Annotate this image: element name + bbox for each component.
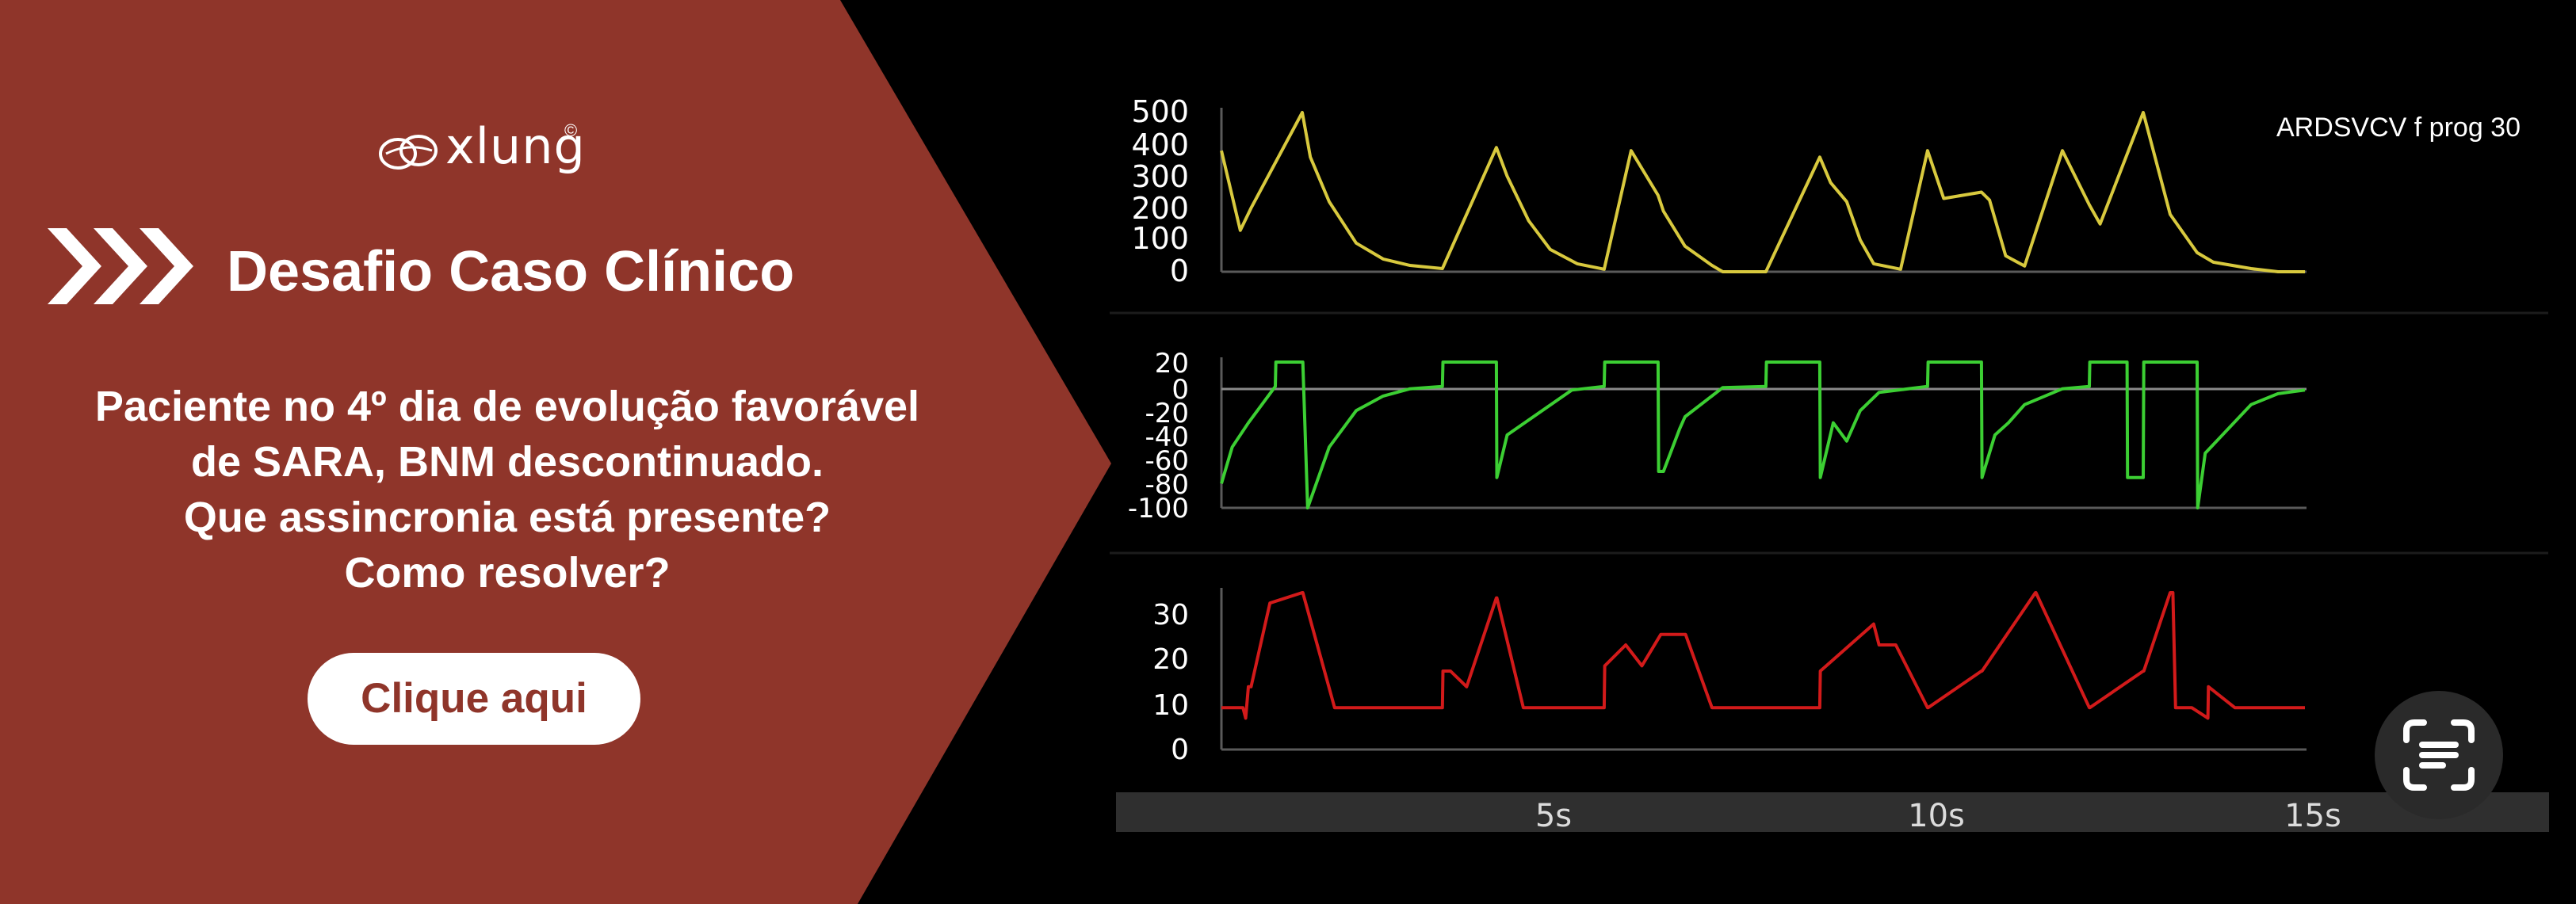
flow-waveform (1220, 360, 2306, 509)
pressure-tick-label: 10 (1152, 689, 1189, 722)
question-line: Que assincronia está presente? (183, 494, 831, 541)
volume-tick-label: 0 (1170, 254, 1189, 288)
pressure-tick-label: 0 (1171, 734, 1189, 766)
text-scan-icon (2403, 719, 2475, 791)
text-scan-button[interactable] (2375, 691, 2503, 819)
volume-tick-label: 100 (1131, 221, 1189, 256)
brand-name: xlung (445, 117, 586, 175)
pressure-waveform (1221, 591, 2305, 720)
flow-tick-label: 0 (1171, 374, 1189, 406)
question-line: de SARA, BNM descontinuado. (190, 438, 824, 486)
volume-tick-label: 300 (1131, 159, 1189, 194)
flow-tick-label: 20 (1155, 348, 1189, 380)
click-here-button[interactable]: Clique aqui (308, 653, 640, 745)
question-line: Como resolver? (344, 549, 671, 597)
copyright-mark: © (564, 120, 578, 140)
ventilator-chart: 5004003002001000200-20-40-60-80-10030201… (1110, 94, 2548, 766)
flow-tick-label: -100 (1128, 493, 1189, 524)
volume-tick-label: 200 (1131, 191, 1189, 226)
time-bar (1116, 792, 2549, 832)
page-title: Desafio Caso Clínico (227, 240, 795, 303)
volume-waveform (1220, 111, 2305, 273)
flow-tick-label: -20 (1145, 398, 1189, 429)
case-question: Paciente no 4º dia de evolução favorável… (24, 379, 991, 601)
time-axis: 5s 10s 15s (1116, 792, 2549, 834)
time-tick-label: 10s (1908, 798, 1965, 834)
triple-chevron-icon (48, 228, 193, 304)
flow-tick-label: -80 (1145, 469, 1189, 501)
time-tick-label: 5s (1535, 798, 1572, 834)
flow-tick-label: -60 (1145, 445, 1189, 477)
pressure-tick-label: 30 (1152, 599, 1189, 631)
volume-tick-label: 500 (1131, 94, 1189, 129)
chart-annotation: ARDSVCV f prog 30 (2276, 113, 2521, 143)
red-panel (0, 0, 1111, 904)
volume-tick-label: 400 (1131, 128, 1189, 162)
question-line: Paciente no 4º dia de evolução favorável (94, 383, 920, 430)
pressure-tick-label: 20 (1152, 643, 1189, 676)
time-tick-label: 15s (2284, 798, 2341, 834)
xlung-logo-icon (379, 135, 438, 170)
flow-tick-label: -40 (1145, 421, 1189, 453)
